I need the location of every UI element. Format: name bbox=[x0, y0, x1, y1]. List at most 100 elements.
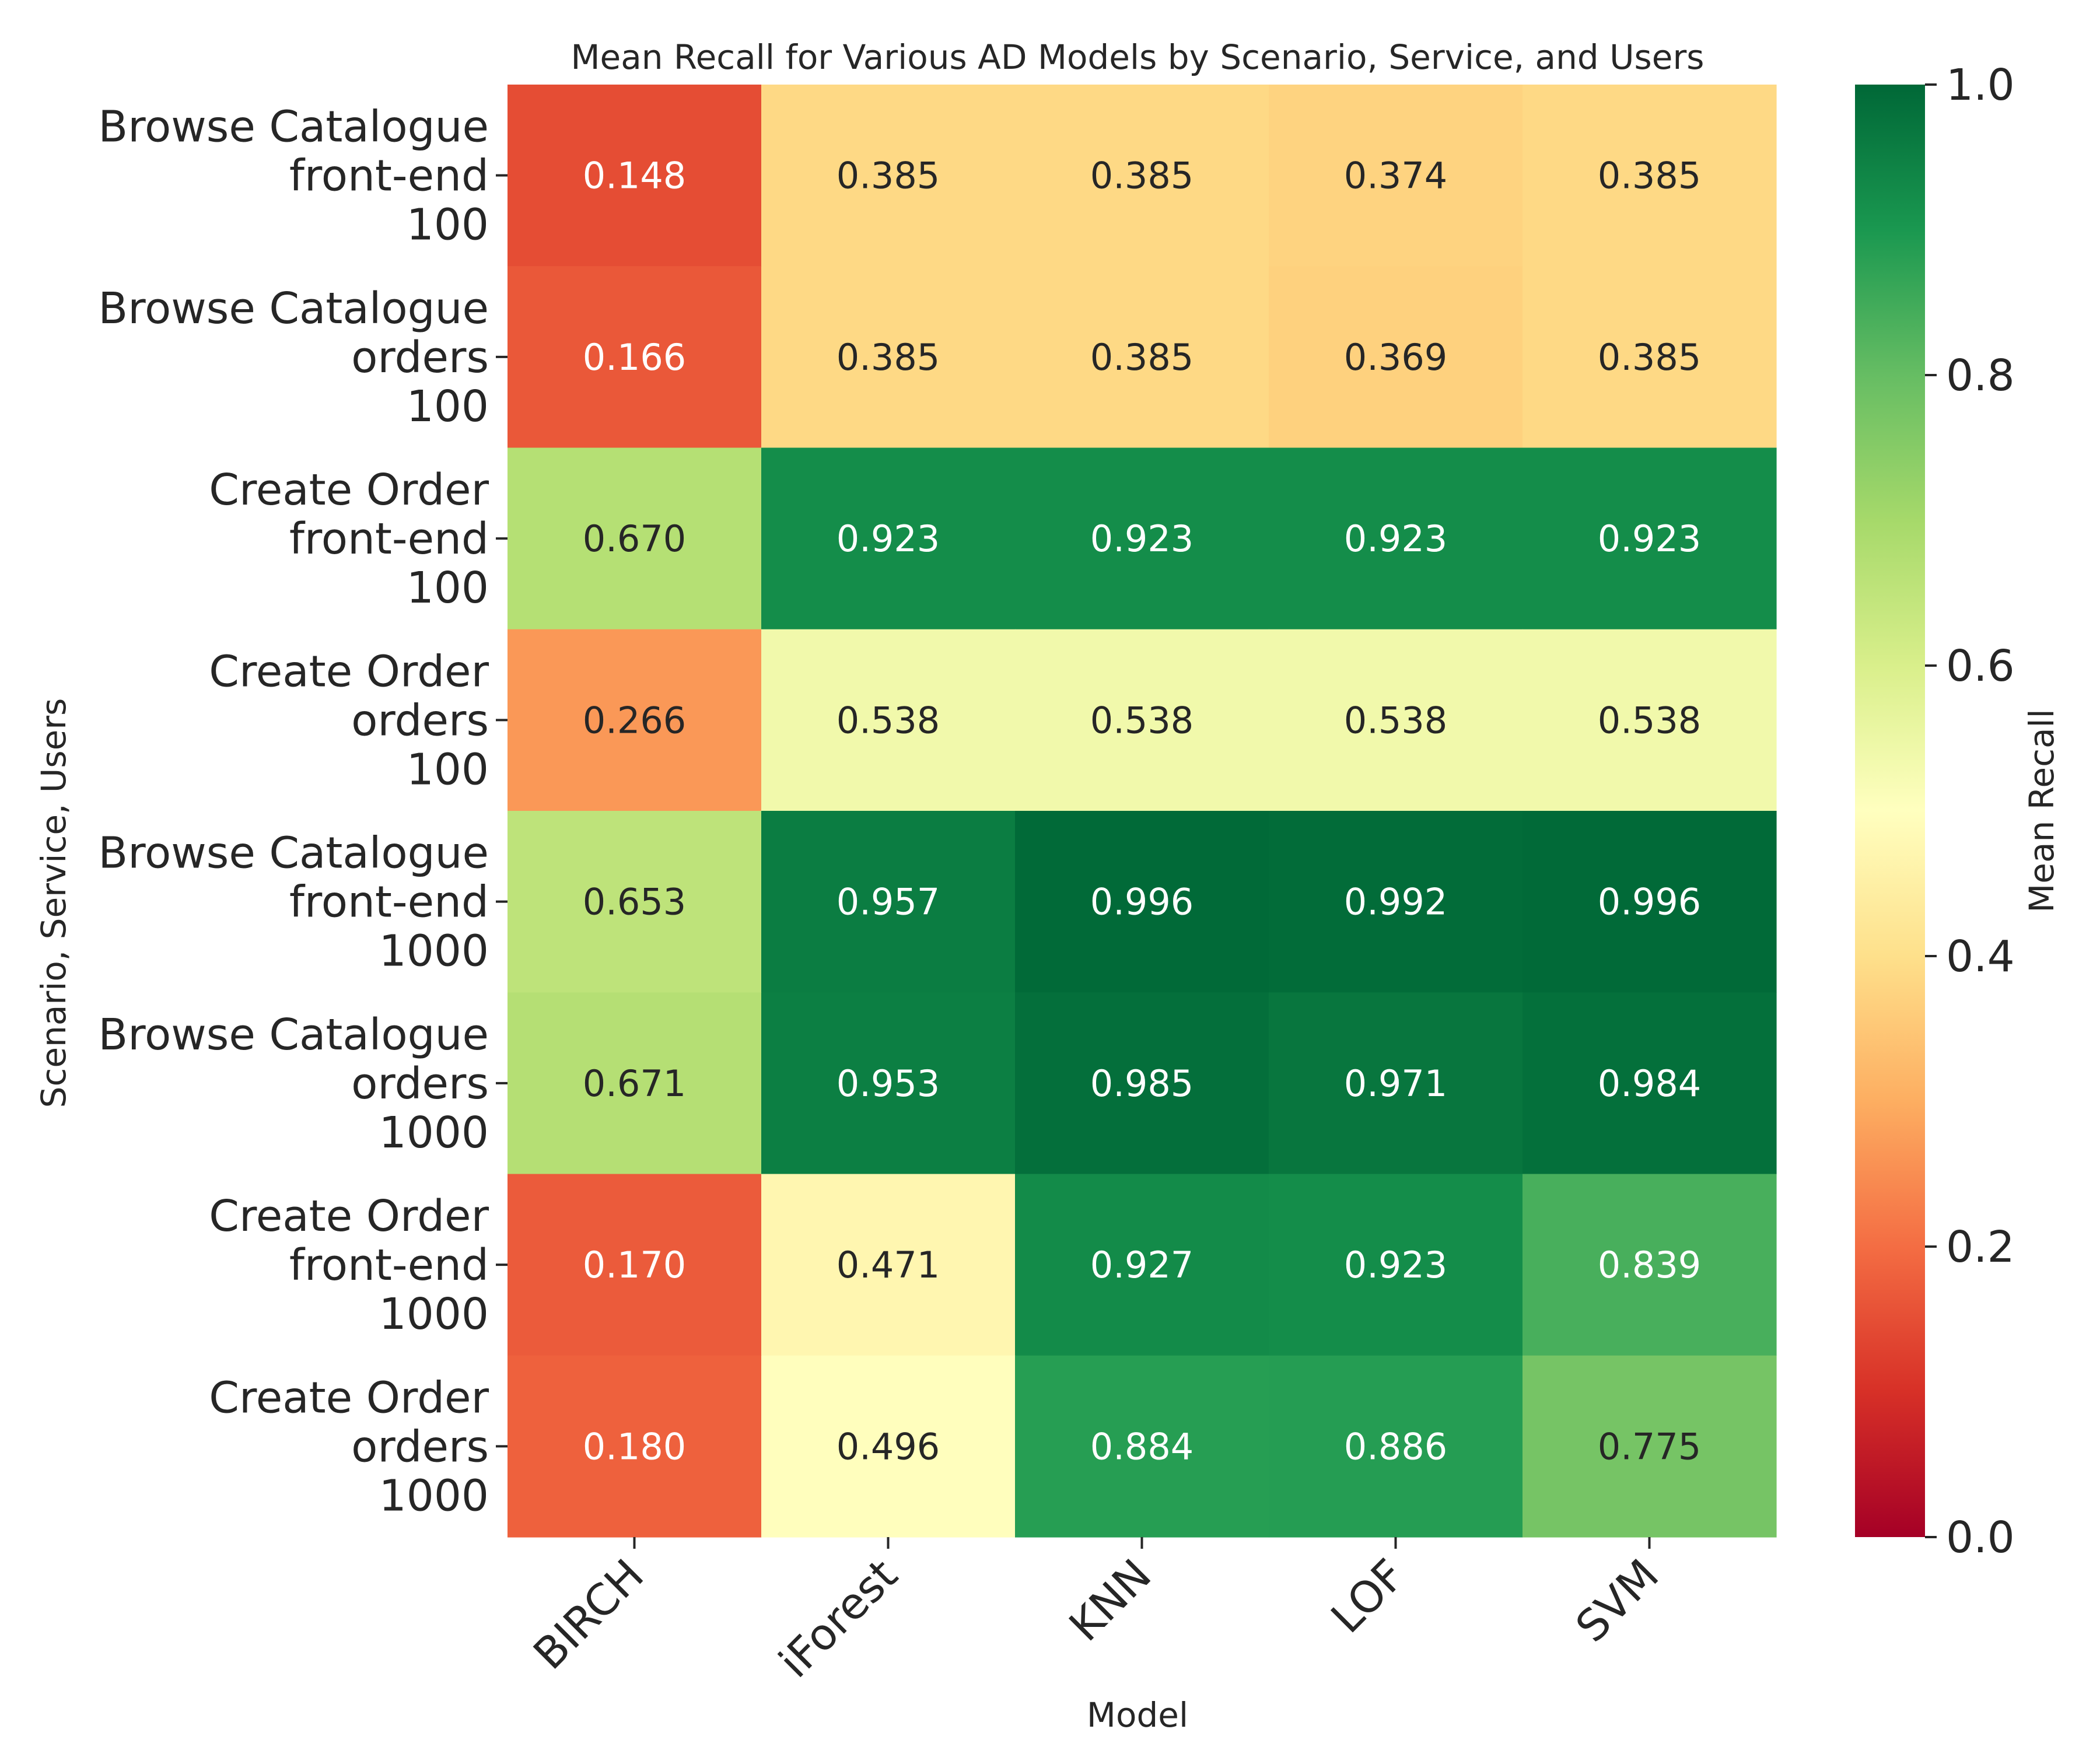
heatmap-cell bbox=[1269, 85, 1523, 267]
colorbar-tick-label: 0.4 bbox=[1946, 932, 2015, 982]
heatmap-cell bbox=[1269, 811, 1523, 993]
cell-value-label: 0.775 bbox=[1598, 1425, 1702, 1468]
x-tick-label: BIRCH bbox=[524, 1550, 653, 1679]
heatmap-cell bbox=[1269, 1174, 1523, 1356]
heatmap-cell bbox=[1015, 266, 1269, 449]
x-tick-label: LOF bbox=[1322, 1550, 1415, 1643]
chart-title: Mean Recall for Various AD Models by Sce… bbox=[570, 37, 1704, 77]
heatmap-cell bbox=[508, 629, 762, 811]
x-tick-label: KNN bbox=[1060, 1550, 1161, 1651]
heatmap-cell bbox=[761, 447, 1016, 630]
cell-value-label: 0.923 bbox=[1598, 517, 1702, 560]
cell-value-label: 0.927 bbox=[1090, 1244, 1194, 1286]
colorbar-tick-label: 1.0 bbox=[1946, 60, 2015, 110]
cell-value-label: 0.166 bbox=[583, 336, 687, 379]
heatmap-cell bbox=[1522, 992, 1777, 1175]
x-axis-label: Model bbox=[1087, 1695, 1188, 1735]
y-tick-labels: Browse Catalogue front-end 100 Browse Catal… bbox=[98, 102, 508, 1521]
colorbar-tick-label: 0.0 bbox=[1946, 1513, 2015, 1563]
cell-value-label: 0.671 bbox=[583, 1062, 687, 1105]
colorbar-tick-label: 0.2 bbox=[1946, 1222, 2015, 1272]
cell-value-label: 0.148 bbox=[583, 155, 687, 197]
heatmap-cell bbox=[1522, 811, 1777, 993]
cell-value-label: 0.886 bbox=[1344, 1425, 1448, 1468]
x-tick-labels: BIRCH iForest KNN LOF SVM bbox=[524, 1537, 1668, 1688]
y-axis-label: Scenario, Service, Users bbox=[34, 698, 74, 1108]
heatmap-cell bbox=[1522, 1174, 1777, 1356]
colorbar-tick-label: 0.8 bbox=[1946, 351, 2015, 401]
cell-value-label: 0.180 bbox=[583, 1425, 687, 1468]
cell-value-label: 0.538 bbox=[1598, 699, 1702, 741]
cell-value-label: 0.538 bbox=[836, 699, 940, 741]
cell-value-label: 0.957 bbox=[836, 881, 940, 923]
cell-value-label: 0.385 bbox=[836, 155, 940, 197]
cell-value-label: 0.385 bbox=[1090, 155, 1194, 197]
cell-value-label: 0.170 bbox=[583, 1244, 687, 1286]
cell-value-label: 0.496 bbox=[836, 1425, 940, 1468]
heatmap-cell bbox=[1015, 1174, 1269, 1356]
cell-value-label: 0.923 bbox=[1344, 517, 1448, 560]
heatmap-cell bbox=[1015, 992, 1269, 1175]
heatmap-cell bbox=[761, 1355, 1016, 1538]
heatmap-cell bbox=[1015, 629, 1269, 811]
cell-value-label: 0.996 bbox=[1090, 881, 1194, 923]
cell-value-label: 0.923 bbox=[836, 517, 940, 560]
cell-value-label: 0.985 bbox=[1090, 1062, 1194, 1105]
heatmap-cell bbox=[1522, 266, 1777, 449]
x-tick-label: iForest bbox=[769, 1550, 907, 1688]
cell-value-label: 0.266 bbox=[583, 699, 687, 741]
y-tick-label: Browse Catalogue front-end 100 bbox=[98, 102, 489, 250]
y-tick-label: Create Order front-end 1000 bbox=[209, 1191, 489, 1339]
heatmap-cell bbox=[761, 85, 1016, 267]
heatmap-cell bbox=[508, 992, 762, 1175]
y-tick-label: Create Order front-end 100 bbox=[209, 465, 489, 613]
heatmap-cell bbox=[761, 629, 1016, 811]
cell-value-label: 0.884 bbox=[1090, 1425, 1194, 1468]
heatmap-cell bbox=[1015, 1355, 1269, 1538]
y-tick-label: Browse Catalogue orders 100 bbox=[98, 284, 489, 432]
heatmap-cell bbox=[1269, 992, 1523, 1175]
heatmap-cell bbox=[508, 85, 762, 267]
heatmap-cell bbox=[761, 1174, 1016, 1356]
heatmap-cell bbox=[761, 811, 1016, 993]
x-tick-label: SVM bbox=[1566, 1550, 1668, 1652]
cell-value-label: 0.385 bbox=[1090, 336, 1194, 379]
cell-value-label: 0.971 bbox=[1344, 1062, 1448, 1105]
y-tick-label: Create Order orders 100 bbox=[209, 646, 489, 794]
cell-value-label: 0.996 bbox=[1598, 881, 1702, 923]
colorbar-label: Mean Recall bbox=[2022, 709, 2062, 913]
cell-value-label: 0.538 bbox=[1090, 699, 1194, 741]
heatmap-cell bbox=[508, 811, 762, 993]
y-tick-label: Browse Catalogue front-end 1000 bbox=[98, 828, 489, 977]
y-tick-label: Browse Catalogue orders 1000 bbox=[98, 1010, 489, 1158]
heatmap-cell bbox=[508, 266, 762, 449]
cell-value-label: 0.369 bbox=[1344, 336, 1448, 379]
cell-value-label: 0.538 bbox=[1344, 699, 1448, 741]
heatmap-cell bbox=[1522, 629, 1777, 811]
heatmap-cell bbox=[761, 266, 1016, 449]
heatmap-cell bbox=[508, 1174, 762, 1356]
heatmap-cells: 0.148 0.385 0.385 0.374 0.385 0.166 0.385 0.385… bbox=[508, 85, 1777, 1538]
cell-value-label: 0.385 bbox=[1598, 336, 1702, 379]
heatmap-cell bbox=[1269, 447, 1523, 630]
heatmap-cell bbox=[1015, 811, 1269, 993]
cell-value-label: 0.984 bbox=[1598, 1062, 1702, 1105]
cell-value-label: 0.374 bbox=[1344, 155, 1448, 197]
cell-value-label: 0.471 bbox=[836, 1244, 940, 1286]
cell-value-label: 0.992 bbox=[1344, 881, 1448, 923]
heatmap-cell bbox=[1269, 629, 1523, 811]
cell-value-label: 0.839 bbox=[1598, 1244, 1702, 1286]
heatmap-cell bbox=[761, 992, 1016, 1175]
colorbar-tick-label: 0.6 bbox=[1946, 641, 2015, 691]
colorbar-ticks: 0.0 0.2 0.4 0.6 0.8 1.0 bbox=[1925, 60, 2015, 1563]
cell-value-label: 0.385 bbox=[1598, 155, 1702, 197]
heatmap-cell bbox=[508, 447, 762, 630]
cell-value-label: 0.385 bbox=[836, 336, 940, 379]
heatmap-cell bbox=[1015, 85, 1269, 267]
heatmap-cell bbox=[1269, 1355, 1523, 1538]
heatmap-cell bbox=[1269, 266, 1523, 449]
cell-value-label: 0.670 bbox=[583, 517, 687, 560]
colorbar: 0.0 0.2 0.4 0.6 0.8 1.0 Mean Recall bbox=[1855, 60, 2062, 1563]
colorbar-gradient bbox=[1855, 85, 1925, 1537]
y-tick-label: Create Order orders 1000 bbox=[209, 1373, 489, 1521]
